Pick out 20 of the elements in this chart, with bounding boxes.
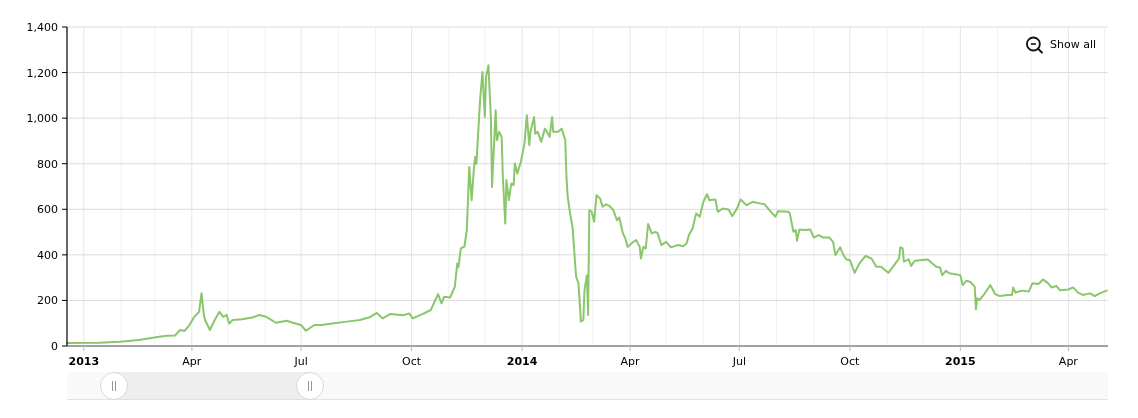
x-tick-label: Oct <box>840 355 861 368</box>
x-tick-label: Apr <box>620 355 641 368</box>
y-tick-label: 200 <box>37 294 58 308</box>
y-tick-label: 400 <box>37 248 58 262</box>
x-tick-label: 2013 <box>68 355 100 368</box>
y-tick-label: 1,200 <box>26 66 58 80</box>
x-tick-label: Apr <box>182 355 202 368</box>
y-tick-label: 600 <box>37 203 58 217</box>
x-tick-label: 2015 <box>945 355 976 368</box>
x-tick-label: Apr <box>1058 355 1079 368</box>
y-tick-label: 1,000 <box>26 112 58 126</box>
annotation: Show all <box>1049 38 1096 51</box>
x-tick-label: Jul <box>731 355 747 368</box>
x-tick-label: Oct <box>402 355 422 368</box>
x-tick-label: 2014 <box>506 355 538 368</box>
line-series <box>66 64 1108 345</box>
x-tick-label: Jul <box>293 355 308 368</box>
y-tick-label: 0 <box>51 340 58 353</box>
y-tick-label: 1,400 <box>26 21 58 34</box>
y-tick-label: 800 <box>37 157 58 171</box>
